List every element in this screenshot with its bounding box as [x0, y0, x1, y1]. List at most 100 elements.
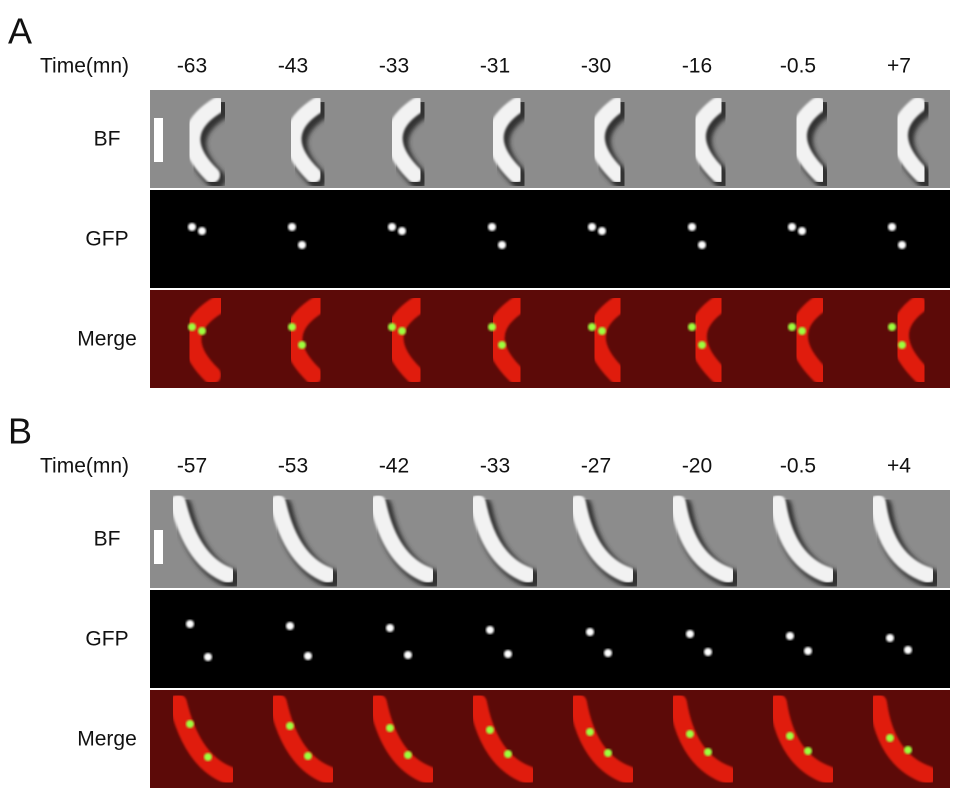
cell-body: [269, 694, 337, 784]
time-value: -53: [278, 455, 308, 478]
time-value: -42: [379, 455, 409, 478]
spot: [604, 649, 612, 657]
spot: [904, 746, 912, 754]
spot: [804, 747, 812, 755]
time-value: -33: [379, 55, 409, 78]
cell-body: [369, 694, 437, 784]
time-label: Time(mn): [40, 455, 129, 478]
cell-image: [270, 495, 342, 589]
cell-image: [184, 97, 232, 189]
spot: [404, 751, 412, 759]
cell-body: [386, 97, 426, 183]
spot: [686, 730, 694, 738]
spot: [586, 728, 594, 736]
spot: [504, 650, 512, 658]
cell-image: [388, 223, 406, 235]
cell-body: [469, 694, 537, 784]
spot: [498, 241, 506, 249]
spot: [686, 630, 694, 638]
cell-image: [186, 620, 212, 661]
time-value: -16: [682, 55, 712, 78]
spot: [704, 748, 712, 756]
time-value: +4: [887, 455, 911, 478]
time-value: -27: [581, 455, 611, 478]
spot: [386, 724, 394, 732]
cell-body: [569, 694, 637, 784]
cell-body: [769, 694, 837, 784]
spot: [704, 648, 712, 656]
cell-body: [869, 694, 937, 784]
spot: [398, 327, 406, 335]
image-strip: [150, 290, 950, 388]
spot: [498, 341, 506, 349]
cell-body: [285, 97, 326, 183]
cell-image: [688, 296, 729, 384]
cell-body: [892, 97, 930, 183]
cell-image: [669, 694, 737, 784]
cell-body: [870, 495, 936, 583]
cell-image: [888, 223, 906, 249]
spot: [588, 223, 596, 231]
row-label: BF: [94, 128, 121, 151]
spot: [904, 646, 912, 654]
time-value: -30: [581, 55, 611, 78]
spot: [204, 753, 212, 761]
panel-letter: A: [8, 11, 32, 52]
cell-image: [170, 495, 242, 589]
spot: [188, 223, 196, 231]
time-value: -0.5: [780, 455, 816, 478]
spot: [388, 323, 396, 331]
cell-image: [588, 97, 632, 189]
cell-body: [370, 495, 436, 583]
time-value: -0.5: [780, 55, 816, 78]
spot: [286, 722, 294, 730]
spot: [698, 241, 706, 249]
cell-image: [486, 626, 512, 658]
spot: [398, 227, 406, 235]
cell-image: [790, 97, 835, 189]
time-value: -43: [278, 55, 308, 78]
spot: [488, 223, 496, 231]
cell-body: [470, 495, 536, 583]
spot: [588, 323, 596, 331]
cell-body: [689, 97, 728, 183]
cell-image: [688, 223, 706, 249]
cell-body: [284, 296, 327, 384]
spot: [688, 223, 696, 231]
cell-image: [487, 97, 532, 189]
cell-image: [686, 630, 712, 656]
cell-image: [370, 495, 442, 589]
time-value: -57: [177, 455, 207, 478]
cell-body: [789, 296, 830, 384]
spot: [298, 341, 306, 349]
row-label: Merge: [77, 328, 137, 351]
row-label: BF: [94, 528, 121, 551]
row-label: GFP: [85, 628, 128, 651]
spot: [898, 341, 906, 349]
cell-image: [188, 223, 206, 235]
cell-body: [669, 694, 737, 784]
cell-body: [270, 495, 336, 583]
spot: [488, 323, 496, 331]
image-strip: [150, 590, 950, 688]
cell-image: [670, 495, 742, 589]
spot: [798, 327, 806, 335]
cell-body: [588, 97, 626, 183]
spot: [598, 227, 606, 235]
cell-image: [286, 622, 312, 660]
time-value: -31: [480, 55, 510, 78]
spot: [186, 720, 194, 728]
spot: [386, 624, 394, 632]
spot: [388, 223, 396, 231]
spot: [786, 732, 794, 740]
cell-image: [888, 296, 931, 384]
cell-image: [588, 223, 606, 235]
cell-image: [285, 97, 332, 189]
spot: [598, 327, 606, 335]
spot: [304, 752, 312, 760]
cell-body: [670, 495, 736, 583]
spot: [798, 227, 806, 235]
spot: [788, 223, 796, 231]
cell-body: [688, 296, 729, 384]
cell-image: [689, 97, 734, 189]
